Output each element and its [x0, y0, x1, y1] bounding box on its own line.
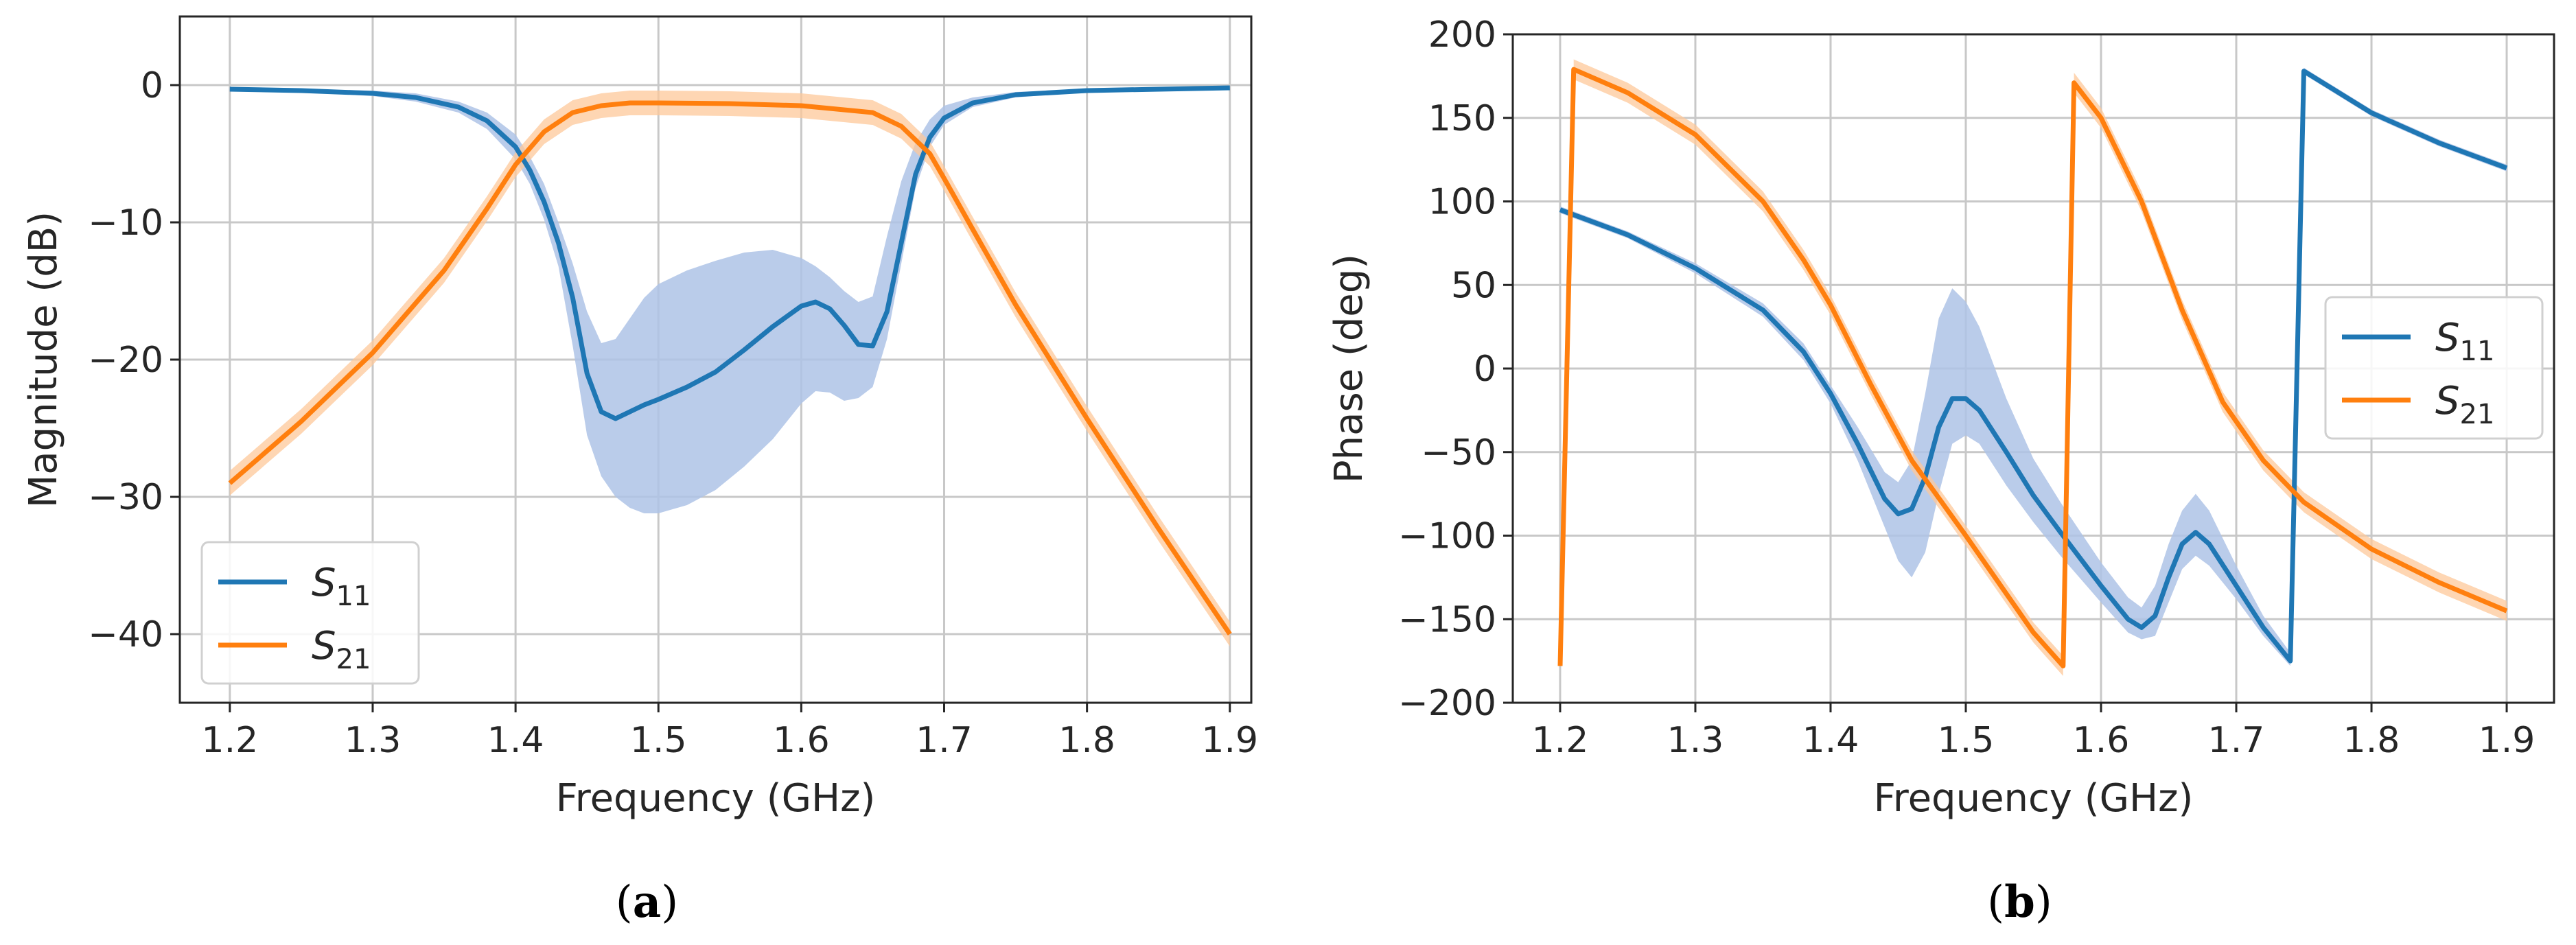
x-tick-label: 1.5: [630, 720, 687, 761]
panel-b-x-ticks: 1.2 1.3 1.4 1.5 1.6 1.7 1.8 1.9: [1532, 703, 2536, 761]
x-tick-label: 1.5: [1938, 720, 1995, 761]
y-tick-label: −150: [1398, 599, 1496, 640]
y-tick-label: 0: [141, 65, 163, 106]
y-tick-label: −50: [1421, 432, 1496, 474]
x-tick-label: 1.8: [2343, 720, 2400, 761]
panel-b-caption-open-paren: (: [1987, 877, 2004, 928]
x-tick-label: 1.2: [201, 720, 258, 761]
legend-label-main: S: [2435, 379, 2460, 423]
legend-label-s11: S11: [2435, 316, 2494, 367]
panel-a-confidence-bands: [229, 86, 1230, 646]
s11-series-line: [229, 85, 1230, 421]
x-tick-label: 1.8: [1058, 720, 1115, 761]
legend-label-main: S: [2435, 316, 2460, 360]
y-tick-label: −200: [1398, 683, 1496, 724]
y-tick-label: 200: [1428, 14, 1496, 56]
x-tick-label: 1.6: [2073, 720, 2130, 761]
y-tick-label: 50: [1451, 265, 1496, 306]
s11-confidence-band: [229, 86, 1230, 513]
legend-box: [200, 541, 420, 685]
panel-a-x-ticks: 1.2 1.3 1.4 1.5 1.6 1.7 1.8 1.9: [201, 703, 1258, 761]
x-tick-label: 1.7: [916, 720, 973, 761]
panel-a-caption: (a): [616, 876, 678, 928]
y-tick-label: −40: [88, 614, 163, 655]
x-tick-label: 1.7: [2208, 720, 2265, 761]
y-tick-label: 0: [1474, 349, 1496, 390]
panel-a-caption-close-paren: ): [661, 877, 678, 928]
panel-a-x-axis-label: Frequency (GHz): [556, 776, 876, 821]
panel-b-phase-chart: 1.2 1.3 1.4 1.5 1.6 1.7 1.8 1.9 200 150 100 50 0 −50…: [1327, 14, 2555, 928]
legend-label-main: S: [312, 624, 336, 668]
x-tick-label: 1.4: [1802, 720, 1859, 761]
y-tick-label: −100: [1398, 516, 1496, 557]
legend-label-subscript: 11: [336, 581, 371, 612]
panel-a-caption-open-paren: (: [616, 877, 633, 928]
panel-b-y-axis-label: Phase (deg): [1327, 254, 1371, 483]
legend-label-s21: S21: [2435, 379, 2494, 430]
x-tick-label: 1.9: [1201, 720, 1258, 761]
s11-series-line: [1559, 69, 2508, 664]
panel-a-magnitude-chart: 1.2 1.3 1.4 1.5 1.6 1.7 1.8 1.9 0 −10 −20 −30 −40 F…: [21, 15, 1258, 928]
x-tick-label: 1.6: [773, 720, 830, 761]
panel-b-y-ticks: 200 150 100 50 0 −50 −100 −150 −200: [1398, 14, 1513, 724]
y-tick-label: −10: [88, 202, 163, 244]
legend-label-subscript: 11: [2460, 336, 2495, 367]
panel-b-series-lines: [1557, 67, 2508, 668]
x-tick-label: 1.4: [487, 720, 544, 761]
legend-label-s21: S21: [312, 624, 371, 675]
panel-a-series-lines: [228, 85, 1232, 635]
panel-a-y-axis-label: Magnitude (dB): [21, 211, 66, 508]
y-tick-label: −20: [88, 340, 163, 381]
panel-b-caption: (b): [1987, 876, 2052, 928]
s21-series-line: [1557, 67, 2508, 668]
legend-label-main: S: [312, 561, 336, 605]
panel-b-caption-close-paren: ): [2035, 877, 2052, 928]
legend-label-subscript: 21: [336, 644, 371, 675]
y-tick-label: 150: [1428, 98, 1496, 139]
legend-box: [2324, 296, 2544, 440]
s21-confidence-band: [1573, 59, 2063, 676]
y-tick-label: 100: [1428, 182, 1496, 223]
panel-a-caption-letter: a: [633, 876, 661, 928]
panel-b-x-axis-label: Frequency (GHz): [1874, 776, 2194, 821]
panel-b-caption-letter: b: [2004, 876, 2035, 928]
s11-confidence-band: [1560, 206, 2290, 666]
panel-a-y-ticks: 0 −10 −20 −30 −40: [88, 65, 180, 655]
x-tick-label: 1.2: [1532, 720, 1589, 761]
legend-label-s11: S11: [312, 561, 371, 612]
x-tick-label: 1.3: [1667, 720, 1724, 761]
s21-confidence-band: [229, 91, 1230, 646]
s21-series-line: [228, 100, 1232, 635]
legend-label-subscript: 21: [2460, 399, 2495, 430]
x-tick-label: 1.9: [2479, 720, 2536, 761]
y-tick-label: −30: [88, 477, 163, 518]
x-tick-label: 1.3: [345, 720, 402, 761]
